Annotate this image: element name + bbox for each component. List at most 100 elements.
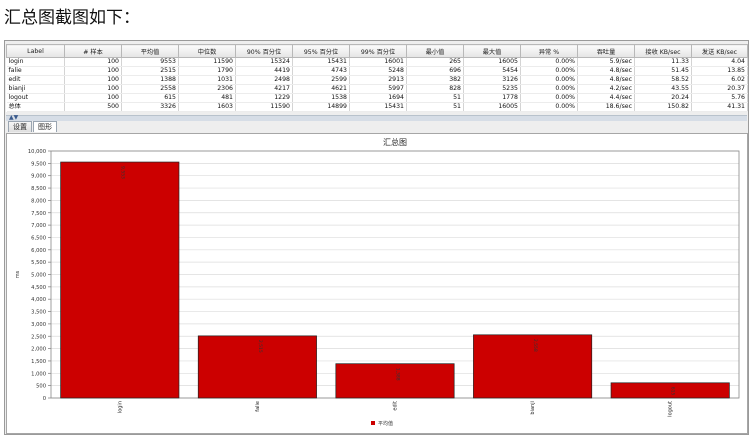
y-tick-label: 4,500: [31, 285, 46, 291]
y-tick-label: 1,000: [31, 371, 46, 377]
tab-bar: 设置 图形: [8, 121, 58, 133]
table-cell: 150.82: [634, 102, 692, 112]
table-cell: 4217: [235, 84, 293, 94]
table-cell: 100: [64, 93, 122, 103]
table-cell: 100: [64, 84, 122, 94]
bar-chart: 汇总图 0 500 1,000 1,500 2,000 2,500 3,000 3,500 4,0…: [15, 137, 740, 427]
table-cell: 3326: [121, 102, 179, 112]
table-cell: 0.00%: [520, 66, 578, 76]
y-tick-label: 500: [36, 384, 46, 390]
y-tick-label: 5,500: [31, 260, 46, 266]
table-cell: 14899: [292, 102, 350, 112]
table-cell: 265: [406, 57, 464, 67]
table-cell: 3126: [463, 75, 521, 85]
panel-splitter[interactable]: ▲▼: [6, 115, 747, 121]
bar: [197, 335, 317, 399]
tab-settings[interactable]: 设置: [8, 121, 32, 132]
table-cell: 9553: [121, 57, 179, 67]
table-cell: bianji: [6, 84, 65, 94]
table-cell: 2515: [121, 66, 179, 76]
bar: [335, 363, 455, 399]
table-cell: 11.33: [634, 57, 692, 67]
y-tick-label: 2,500: [31, 334, 46, 340]
y-tick-label: 6,000: [31, 248, 46, 254]
table-cell: 1694: [349, 93, 407, 103]
x-tick-label: logout: [668, 401, 674, 417]
table-cell: 2599: [292, 75, 350, 85]
column-header[interactable]: 最小值: [406, 44, 464, 58]
table-cell: 总体: [6, 102, 65, 112]
table-cell: 1790: [178, 66, 236, 76]
tab-graph[interactable]: 图形: [33, 121, 57, 132]
table-cell: 15431: [349, 102, 407, 112]
y-tick-label: 8,000: [31, 198, 46, 204]
table-cell: 1538: [292, 93, 350, 103]
table-row[interactable]: 总体 500 3326 1603 11590 14899 15431 51 16005 0.00%…: [6, 102, 748, 112]
table-row[interactable]: logout 100 615 481 1229 1538 1694 51 1778 0.00% 4.…: [6, 93, 748, 103]
table-row[interactable]: bianji 100 2558 2306 4217 4621 5997 828 5235 0.00…: [6, 84, 748, 94]
table-cell: 5248: [349, 66, 407, 76]
x-tick-label: falie: [255, 401, 261, 412]
table-cell: 100: [64, 66, 122, 76]
table-row[interactable]: falie 100 2515 1790 4419 4743 5248 696 5454 0.00%…: [6, 66, 748, 76]
table-cell: 4.04: [691, 57, 748, 67]
table-cell: 51: [406, 102, 464, 112]
column-header[interactable]: 异常 %: [520, 44, 578, 58]
y-tick-label: 4,000: [31, 297, 46, 303]
y-tick-label: 5,000: [31, 273, 46, 279]
column-header[interactable]: # 样本: [64, 44, 122, 58]
table-cell: 828: [406, 84, 464, 94]
table-cell: 5997: [349, 84, 407, 94]
y-tick-label: 0: [43, 396, 46, 402]
table-cell: falie: [6, 66, 65, 76]
table-row[interactable]: edit 100 1388 1031 2498 2599 2913 382 3126 0.00% 4…: [6, 75, 748, 85]
column-header[interactable]: 平均值: [121, 44, 179, 58]
y-tick-label: 7,000: [31, 223, 46, 229]
table-cell: 20.24: [634, 93, 692, 103]
table-cell: 43.55: [634, 84, 692, 94]
column-header[interactable]: Label: [6, 44, 65, 58]
y-tick-label: 3,500: [31, 310, 46, 316]
splitter-arrows-icon[interactable]: ▲▼: [9, 114, 19, 121]
table-cell: 16005: [463, 102, 521, 112]
table-cell: 41.31: [691, 102, 748, 112]
table-cell: 1229: [235, 93, 293, 103]
y-tick-label: 7,500: [31, 211, 46, 217]
column-header[interactable]: 吞吐量: [577, 44, 635, 58]
table-cell: 11590: [235, 102, 293, 112]
table-cell: 2558: [121, 84, 179, 94]
column-header[interactable]: 中位数: [178, 44, 236, 58]
table-cell: edit: [6, 75, 65, 85]
table-cell: 58.52: [634, 75, 692, 85]
table-cell: 696: [406, 66, 464, 76]
bar-data-label: 2,558: [532, 339, 538, 352]
table-cell: 18.6/sec: [577, 102, 635, 112]
table-body: login 100 9553 11590 15324 15431 16001 265 16005…: [6, 57, 748, 112]
column-header[interactable]: 95% 百分位: [292, 44, 350, 58]
table-cell: 16001: [349, 57, 407, 67]
bar-data-label: 615: [670, 387, 676, 396]
table-cell: 5454: [463, 66, 521, 76]
column-header[interactable]: 接收 KB/sec: [634, 44, 692, 58]
column-header[interactable]: 发送 KB/sec: [691, 44, 748, 58]
table-row[interactable]: login 100 9553 11590 15324 15431 16001 265 16005…: [6, 57, 748, 67]
bar: [610, 382, 730, 399]
x-tick-label: login: [117, 401, 123, 413]
chart-panel: 汇总图 0 500 1,000 1,500 2,000 2,500 3,000 3,500 4,0…: [6, 133, 748, 434]
table-cell: 5235: [463, 84, 521, 94]
table-cell: 0.00%: [520, 75, 578, 85]
column-header[interactable]: 最大值: [463, 44, 521, 58]
table-cell: 51: [406, 93, 464, 103]
bar-data-label: 1,388: [395, 368, 401, 381]
chart-title: 汇总图: [383, 137, 407, 147]
y-tick-label: 3,000: [31, 322, 46, 328]
table-cell: 51.45: [634, 66, 692, 76]
column-header[interactable]: 99% 百分位: [349, 44, 407, 58]
table-cell: 0.00%: [520, 102, 578, 112]
y-tick-label: 8,500: [31, 186, 46, 192]
column-header[interactable]: 90% 百分位: [235, 44, 293, 58]
bar: [473, 334, 593, 399]
table-cell: 15431: [292, 57, 350, 67]
table-cell: logout: [6, 93, 65, 103]
table-header-row: Label # 样本 平均值 中位数 90% 百分位 95% 百分位 99% 百分位 最小值最…: [6, 44, 748, 58]
